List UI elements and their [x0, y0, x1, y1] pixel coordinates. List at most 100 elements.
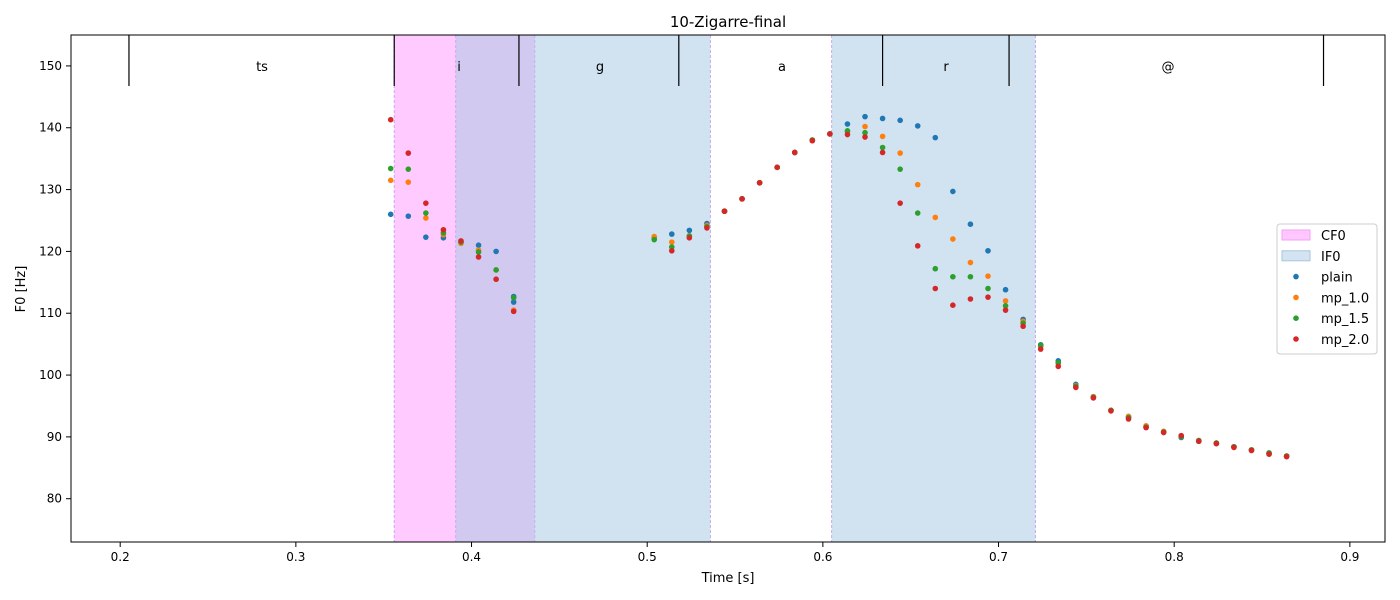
- point-mp_1.0-2: [423, 215, 429, 221]
- point-mp_2.0-38: [1195, 438, 1202, 445]
- point-mp_2.0-29: [1037, 346, 1044, 352]
- legend: CF0 IF0 plain mp_1.0 mp_1.5 mp_2.0: [1276, 223, 1378, 355]
- data-points: [387, 113, 1290, 460]
- point-mp_2.0-3: [440, 226, 447, 233]
- point-mp_1.5-20: [862, 129, 868, 136]
- point-mp_2.0-33: [1108, 408, 1114, 414]
- segment-boundaries: ts i g a r @: [128, 35, 1325, 86]
- point-plain-26: [950, 188, 956, 195]
- point-mp_2.0-37: [1178, 432, 1185, 439]
- point-mp_1.5-2: [423, 210, 429, 216]
- point-mp_1.5-23: [914, 210, 921, 216]
- point-mp_1.5-28: [1002, 303, 1009, 309]
- point-mp_2.0-30: [1055, 363, 1062, 370]
- point-plain-23: [897, 117, 903, 124]
- point-mp_1.0-0: [387, 177, 394, 184]
- point-plain-24: [914, 123, 921, 129]
- point-mp_1.5-8: [651, 236, 658, 243]
- segment-label-2: g: [596, 60, 604, 75]
- point-plain-20: [844, 121, 851, 127]
- point-mp_1.0-27: [985, 273, 991, 279]
- point-mp_2.0-34: [1125, 416, 1132, 422]
- legend-marker-mp_1.5: [1293, 315, 1299, 322]
- y-tick-label-2: 100: [39, 368, 62, 382]
- point-plain-8: [510, 299, 517, 305]
- point-mp_2.0-40: [1231, 444, 1237, 451]
- y-tick-label-6: 140: [39, 121, 62, 135]
- point-mp_2.0-5: [475, 254, 482, 260]
- legend-marker-mp_2.0: [1293, 336, 1299, 342]
- point-mp_2.0-6: [493, 276, 499, 283]
- point-mp_1.5-5: [475, 249, 482, 255]
- chart-title: 10-Zigarre-final: [670, 13, 786, 31]
- point-plain-0: [387, 211, 394, 218]
- point-mp_2.0-43: [1283, 453, 1290, 460]
- point-plain-27: [967, 221, 974, 227]
- segment-label-5: @: [1162, 60, 1175, 75]
- point-mp_2.0-7: [510, 308, 517, 315]
- point-mp_2.0-32: [1090, 395, 1097, 401]
- point-plain-1: [405, 213, 412, 219]
- point-plain-29: [1002, 286, 1009, 293]
- legend-label-3: mp_1.0: [1321, 291, 1369, 306]
- y-tick-label-4: 120: [39, 244, 62, 258]
- x-axis-ticks: 0.2 0.3 0.4 0.5 0.6 0.7 0.8 0.9: [111, 542, 1359, 564]
- segment-label-4: r: [943, 60, 949, 75]
- y-axis-label: F0 [Hz]: [14, 266, 29, 313]
- y-tick-label-7: 150: [39, 59, 62, 73]
- point-mp_2.0-22: [914, 243, 921, 249]
- segment-label-3: a: [778, 60, 786, 75]
- legend-label-1: IF0: [1321, 250, 1341, 265]
- point-mp_1.5-7: [510, 294, 517, 301]
- point-mp_1.0-26: [967, 259, 974, 266]
- point-mp_2.0-23: [932, 285, 939, 292]
- x-axis-label: Time [s]: [701, 571, 755, 586]
- point-mp_2.0-42: [1266, 451, 1272, 458]
- legend-patch-cf0: [1281, 229, 1311, 241]
- point-mp_2.0-21: [897, 200, 903, 206]
- point-plain-21: [862, 113, 868, 120]
- point-mp_2.0-19: [862, 134, 868, 140]
- point-mp_2.0-24: [950, 302, 956, 308]
- point-plain-22: [879, 115, 886, 122]
- point-mp_2.0-39: [1213, 440, 1220, 447]
- point-mp_2.0-13: [756, 179, 763, 186]
- span-if0-1: [455, 35, 711, 542]
- point-mp_2.0-36: [1160, 429, 1167, 436]
- legend-label-5: mp_2.0: [1321, 333, 1369, 348]
- point-mp_1.0-25: [950, 236, 956, 242]
- y-axis-ticks: 80 90 100 110 120 130 140 150: [39, 59, 71, 506]
- point-mp_1.5-25: [950, 273, 956, 280]
- legend-marker-mp_1.0: [1293, 294, 1299, 301]
- legend-marker-plain: [1293, 273, 1299, 280]
- point-mp_2.0-26: [985, 294, 991, 300]
- y-tick-label-3: 110: [39, 306, 62, 320]
- point-plain-2: [423, 234, 429, 240]
- point-mp_2.0-27: [1002, 307, 1009, 313]
- point-mp_2.0-17: [827, 131, 833, 137]
- x-tick-label-7: 0.9: [1340, 550, 1359, 564]
- segment-label-1: i: [457, 60, 461, 75]
- point-mp_1.0-22: [897, 150, 903, 156]
- point-mp_2.0-2: [423, 200, 429, 206]
- point-plain-6: [493, 248, 499, 255]
- plot-frame: [70, 34, 1386, 543]
- point-mp_2.0-0: [387, 116, 394, 123]
- x-tick-label-6: 0.8: [1165, 550, 1184, 564]
- point-mp_1.5-24: [932, 265, 939, 272]
- x-tick-label-2: 0.4: [462, 550, 481, 564]
- y-tick-label-5: 130: [39, 183, 62, 197]
- point-mp_1.5-6: [493, 267, 499, 273]
- point-mp_2.0-20: [879, 149, 886, 156]
- point-mp_1.0-23: [914, 181, 921, 188]
- point-mp_2.0-8: [668, 247, 675, 254]
- point-mp_1.0-28: [1002, 298, 1009, 304]
- point-plain-28: [985, 247, 991, 254]
- x-tick-label-0: 0.2: [111, 550, 130, 564]
- point-plain-11: [686, 227, 693, 234]
- point-mp_2.0-18: [844, 131, 851, 138]
- legend-label-2: plain: [1321, 271, 1353, 286]
- point-mp_1.0-20: [862, 123, 868, 130]
- legend-label-0: CF0: [1321, 229, 1346, 244]
